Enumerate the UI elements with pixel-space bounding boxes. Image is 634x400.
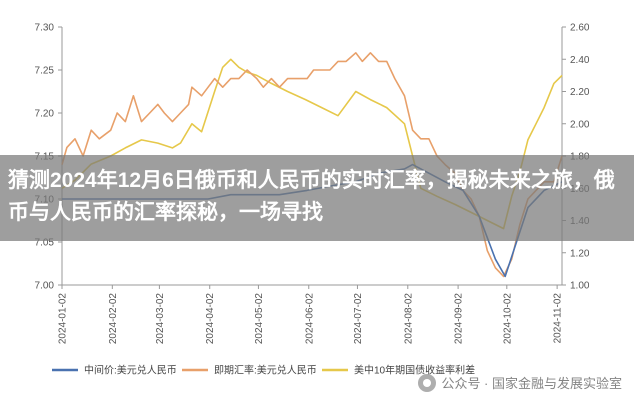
legend-label-2: 美中10年期国债收益率利差 — [354, 364, 475, 377]
x-tick-label: 2024-06-02 — [304, 293, 315, 345]
x-tick-label: 2024-02-02 — [108, 293, 119, 345]
left-tick-label: 7.20 — [35, 109, 55, 120]
x-tick-label: 2024-08-02 — [403, 293, 414, 345]
headline-text: 猜测2024年12月6日俄币和人民币的实时汇率，揭秘未来之旅，俄币与人民币的汇率… — [8, 169, 615, 224]
legend: 中间价:美元兑人民币 即期汇率:美元兑人民币 美中10年期国债收益率利差 — [52, 364, 475, 377]
right-tick-label: 2.00 — [570, 119, 590, 130]
right-tick-label: 2.60 — [570, 23, 590, 34]
watermark-text: 公众号 · 国家金融与发展实验室 — [441, 376, 622, 391]
legend-label-0: 中间价:美元兑人民币 — [84, 364, 177, 377]
x-tick-label: 2024-09-02 — [454, 293, 465, 345]
x-tick-label: 2024-05-02 — [254, 293, 265, 345]
paw-icon — [418, 373, 437, 392]
x-tick-label: 2024-01-02 — [58, 293, 69, 345]
x-tick-label: 2024-04-02 — [205, 293, 216, 345]
legend-label-1: 即期汇率:美元兑人民币 — [214, 364, 317, 377]
x-tick-label: 2024-10-02 — [502, 293, 513, 345]
right-tick-label: 2.20 — [570, 87, 590, 98]
left-tick-label: 7.05 — [35, 238, 55, 249]
right-tick-label: 2.40 — [570, 55, 590, 66]
watermark: 公众号 · 国家金融与发展实验室 — [418, 373, 622, 392]
left-tick-label: 7.25 — [35, 66, 55, 77]
right-tick-label: 1.00 — [570, 281, 590, 292]
headline-banner: 猜测2024年12月6日俄币和人民币的实时汇率，揭秘未来之旅，俄币与人民币的汇率… — [0, 155, 634, 241]
x-tick-label: 2024-11-02 — [553, 293, 564, 344]
left-tick-label: 7.00 — [35, 281, 55, 292]
x-axis: 2024-01-02 2024-02-02 2024-03-02 2024-04-02… — [58, 284, 564, 345]
right-tick-label: 1.20 — [570, 248, 590, 259]
x-tick-label: 2024-07-02 — [353, 293, 364, 345]
x-tick-label: 2024-03-02 — [155, 293, 166, 345]
left-tick-label: 7.30 — [35, 23, 55, 34]
